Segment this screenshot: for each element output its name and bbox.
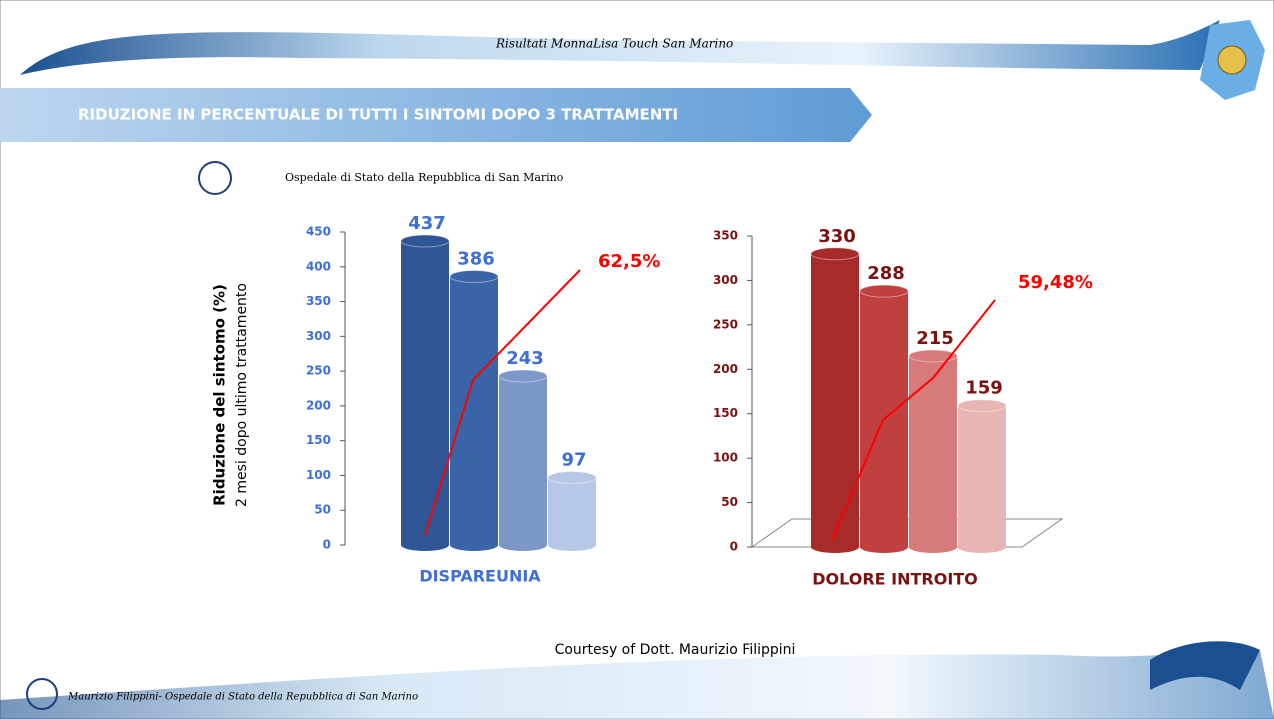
y-tick-label: 250 (306, 364, 331, 378)
bar-base (450, 539, 498, 551)
bar-body (401, 241, 449, 545)
value-label: 288 (867, 263, 905, 284)
bar (400, 234, 450, 551)
value-label: 215 (916, 328, 954, 349)
bar-top (498, 369, 548, 383)
x-axis-label: DOLORE INTROITO (812, 570, 978, 589)
y-tick-label: 100 (306, 468, 331, 482)
bar-body (811, 253, 859, 547)
banner (0, 88, 872, 142)
bar-body (450, 276, 498, 545)
value-label: 330 (818, 226, 856, 247)
courtesy: Courtesy of Dott. Maurizio Filippini (555, 642, 796, 658)
x-axis-label: DISPAREUNIA (419, 567, 541, 586)
bar (498, 369, 548, 551)
y-tick-label: 50 (721, 495, 738, 509)
y-tick-label: 150 (306, 433, 331, 447)
y-tick-label: 50 (314, 503, 331, 517)
bar-base (401, 539, 449, 551)
value-label: 243 (506, 348, 544, 369)
bar-body (548, 477, 596, 545)
y-tick-label: 100 (713, 451, 738, 465)
y-tick-label: 200 (713, 362, 738, 376)
footer-logo (26, 678, 58, 710)
y-tick-label: 250 (713, 317, 738, 331)
bar-top (400, 234, 450, 248)
annotation: 62,5% (598, 251, 660, 272)
value-label: 437 (408, 213, 446, 234)
bar-top (449, 270, 499, 284)
bar-base (811, 541, 859, 553)
y-tick-label: 400 (306, 259, 331, 273)
y-tick-label: 300 (306, 329, 331, 343)
bar-base (499, 539, 547, 551)
bar-body (909, 355, 957, 547)
value-label: 97 (561, 450, 586, 471)
bar (957, 399, 1007, 553)
top-ribbon (20, 20, 1220, 75)
y-tick-label: 300 (713, 273, 738, 287)
y-tick-label: 150 (713, 406, 738, 420)
annotation: 59,48% (1018, 272, 1093, 293)
bar-base (958, 541, 1006, 553)
bar-base (548, 539, 596, 551)
banner-text: RIDUZIONE IN PERCENTUALE DI TUTTI I SINT… (78, 106, 678, 124)
header-title: Risultati MonnaLisa Touch San Marino (495, 37, 733, 51)
value-label: 159 (965, 378, 1003, 399)
y-tick-label: 350 (713, 229, 738, 243)
bar-body (958, 405, 1006, 547)
bar-top (547, 471, 597, 485)
y-axis-sublabel: 2 mesi dopo ultimo trattamento (234, 283, 250, 507)
bar-top (957, 399, 1007, 413)
hospital-name: Ospedale di Stato della Repubblica di Sa… (285, 171, 564, 184)
y-tick-label: 0 (730, 540, 738, 554)
bar (449, 270, 499, 551)
bar (547, 471, 597, 551)
y-tick-label: 350 (306, 294, 331, 308)
bar-top (859, 284, 909, 298)
y-tick-label: 450 (306, 225, 331, 239)
emblem (1217, 45, 1247, 75)
bar-top (810, 247, 860, 261)
trend-line (424, 269, 581, 536)
charts: 0 50 100 150 200 250 300 350 400 450 437 386 243 97 62… (306, 213, 1093, 588)
y-tick-label: 0 (323, 538, 331, 552)
bar (810, 247, 860, 553)
hospital-logo (198, 161, 232, 195)
bottom-ribbon-curl (1150, 641, 1260, 690)
trend-line (831, 299, 996, 541)
bar-body (499, 375, 547, 545)
value-label: 386 (457, 249, 495, 270)
bar-base (860, 541, 908, 553)
bar-base (909, 541, 957, 553)
bottom-ribbon (0, 650, 1274, 719)
y-tick-label: 200 (306, 398, 331, 412)
footer-author: Maurizio Filippini- Ospedale di Stato de… (67, 692, 418, 703)
bar (908, 349, 958, 553)
y-axis-label: Riduzione del sintomo (%) (211, 284, 229, 506)
bar-top (908, 349, 958, 363)
